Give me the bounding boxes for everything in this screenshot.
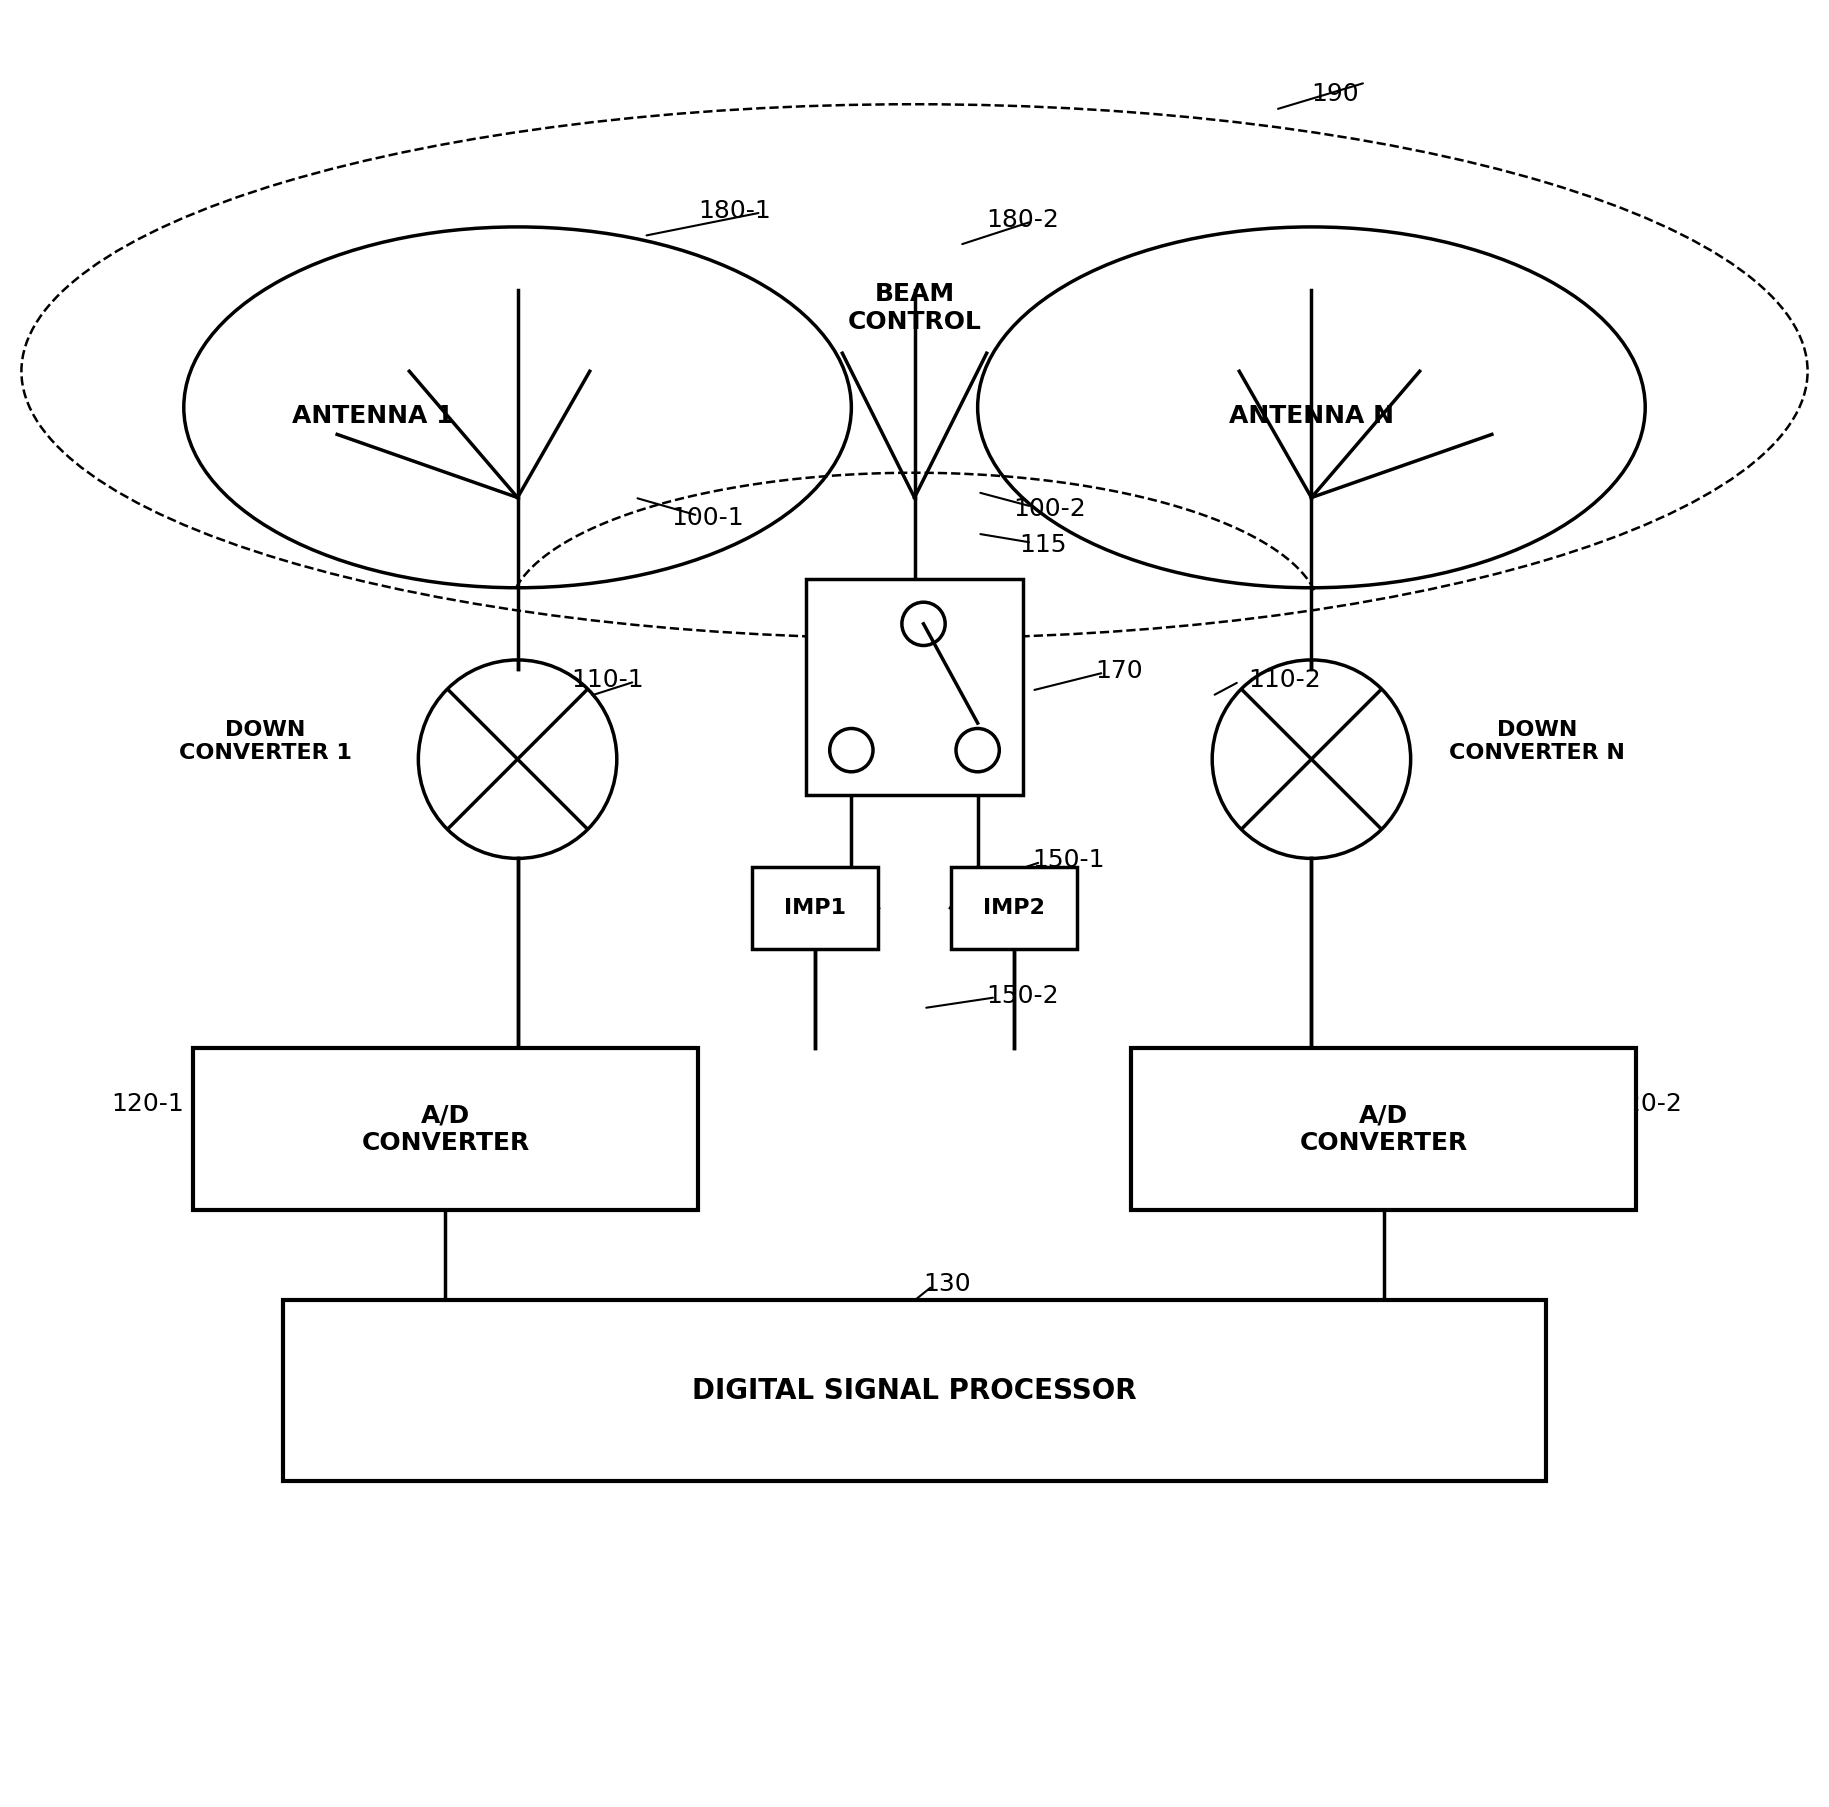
Text: 110-1: 110-1 — [571, 669, 644, 692]
Text: 100-1: 100-1 — [671, 506, 744, 529]
Text: 170: 170 — [1096, 660, 1143, 683]
Text: 150-2: 150-2 — [986, 983, 1059, 1008]
Text: 110-2: 110-2 — [1247, 669, 1321, 692]
Text: ANTENNA N: ANTENNA N — [1229, 405, 1394, 428]
Text: A/D
CONVERTER: A/D CONVERTER — [362, 1102, 530, 1155]
Text: 130: 130 — [924, 1272, 971, 1296]
Text: BEAM
CONTROL: BEAM CONTROL — [847, 282, 982, 334]
Text: 180-1: 180-1 — [699, 199, 770, 222]
Text: ANTENNA 1: ANTENNA 1 — [293, 405, 454, 428]
Text: 115: 115 — [1019, 533, 1066, 557]
Text: DOWN
CONVERTER 1: DOWN CONVERTER 1 — [179, 719, 351, 763]
Text: 120-1: 120-1 — [112, 1091, 183, 1117]
Text: 100-2: 100-2 — [1013, 497, 1086, 520]
FancyBboxPatch shape — [752, 867, 878, 949]
Text: 120-2: 120-2 — [1610, 1091, 1683, 1117]
Text: IMP1: IMP1 — [785, 898, 847, 918]
FancyBboxPatch shape — [1130, 1048, 1637, 1211]
Text: DIGITAL SIGNAL PROCESSOR: DIGITAL SIGNAL PROCESSOR — [691, 1377, 1138, 1404]
Text: 180-2: 180-2 — [986, 208, 1059, 231]
FancyBboxPatch shape — [283, 1301, 1546, 1482]
Text: DOWN
CONVERTER N: DOWN CONVERTER N — [1449, 719, 1624, 763]
Text: 150-1: 150-1 — [1032, 849, 1105, 873]
Text: IMP2: IMP2 — [982, 898, 1044, 918]
FancyBboxPatch shape — [951, 867, 1077, 949]
FancyBboxPatch shape — [807, 578, 1022, 795]
Text: A/D
CONVERTER: A/D CONVERTER — [1299, 1102, 1467, 1155]
Text: 190: 190 — [1311, 81, 1359, 105]
FancyBboxPatch shape — [192, 1048, 699, 1211]
